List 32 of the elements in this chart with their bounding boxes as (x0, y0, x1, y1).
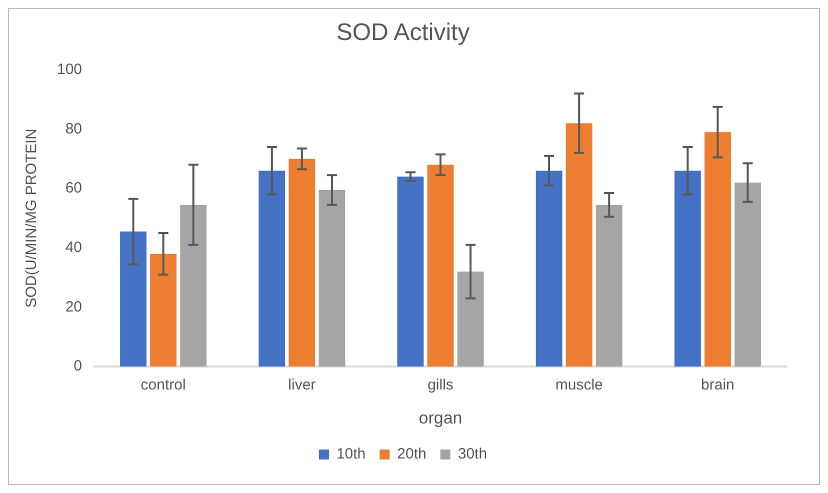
bar (288, 158, 316, 367)
chart-title: SOD Activity (336, 19, 470, 46)
y-tick-label: 20 (65, 298, 82, 316)
x-axis-title: organ (418, 408, 462, 428)
bar (536, 170, 562, 367)
legend-label: 10th (336, 446, 366, 463)
bar (258, 170, 286, 367)
y-tick-label: 100 (56, 60, 82, 78)
bar (150, 254, 177, 367)
x-tick-label: gills (428, 376, 454, 394)
y-tick-label: 80 (65, 120, 82, 138)
bar (674, 170, 701, 367)
bar (318, 190, 346, 367)
bar (427, 164, 454, 367)
y-tick-label: 0 (74, 358, 82, 375)
bar (734, 182, 761, 367)
bar (180, 204, 207, 367)
bar (397, 176, 424, 367)
legend-label: 20th (397, 446, 426, 463)
x-tick-label: muscle (555, 376, 603, 394)
bar (596, 204, 622, 367)
y-tick-label: 40 (65, 239, 82, 256)
bar (457, 272, 484, 367)
x-tick-label: brain (701, 376, 734, 394)
x-tick-label: liver (288, 376, 316, 394)
y-axis-title: SOD(U/MIN/MG PROTEIN (23, 128, 40, 308)
legend-label: 30th (458, 446, 488, 463)
y-tick-label: 60 (65, 180, 82, 197)
bar (566, 123, 592, 367)
x-tick-label: control (140, 376, 186, 394)
bar (704, 132, 731, 367)
bar (120, 232, 147, 367)
